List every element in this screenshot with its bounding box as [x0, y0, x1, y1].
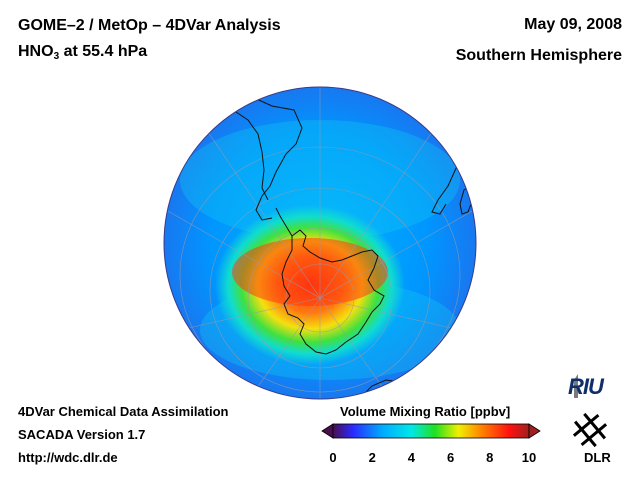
species: HNO [18, 43, 54, 60]
title-line2: HNO3 at 55.4 hPa [18, 42, 281, 68]
colorbar-min-arrow [321, 423, 334, 439]
title-line1: GOME–2 / MetOp – 4DVar Analysis [18, 17, 281, 34]
colorbar-tick-2: 2 [368, 450, 376, 465]
globe-outline [163, 86, 477, 400]
colorbar-gradient [332, 423, 530, 439]
graticule [165, 87, 475, 399]
south-america-coast [231, 95, 303, 221]
globe-content [164, 87, 476, 399]
riu-logo: RIU [568, 374, 604, 399]
date-block: May 09, 2008 Southern Hemisphere [456, 16, 622, 78]
colorbar-tick-10: 10 [521, 450, 537, 465]
colorbar-max-arrow [528, 423, 541, 439]
antarctic-peninsula [275, 207, 293, 237]
colorbar [321, 423, 541, 439]
level: at 55.4 hPa [59, 43, 148, 60]
hemisphere: Southern Hemisphere [455, 47, 622, 64]
title-block: GOME–2 / MetOp – 4DVar Analysis HNO3 at … [18, 16, 281, 68]
footer-line2: SACADA Version 1.7 [18, 427, 146, 442]
footer-block: 4DVar Chemical Data Assimilation SACADA … [18, 404, 229, 473]
species-subscript: 3 [53, 51, 60, 62]
antarctica-coast [281, 229, 385, 355]
dlr-logo: DLR [584, 450, 611, 465]
colorbar-tick-4: 4 [407, 450, 416, 465]
date: May 09, 2008 [524, 16, 622, 33]
footer-line3[interactable]: http://wdc.dlr.de [18, 450, 118, 465]
peak-core [232, 238, 388, 306]
dlr-logo-mark [572, 412, 608, 448]
colorbar-tick-6: 6 [446, 450, 455, 465]
colorbar-tick-0: 0 [329, 450, 337, 465]
colorbar-tick-8: 8 [486, 450, 494, 465]
riu-logo-mark [574, 374, 578, 398]
colorbar-title: Volume Mixing Ratio [ppbv] [340, 404, 511, 419]
footer-line1: 4DVar Chemical Data Assimilation [18, 404, 229, 419]
